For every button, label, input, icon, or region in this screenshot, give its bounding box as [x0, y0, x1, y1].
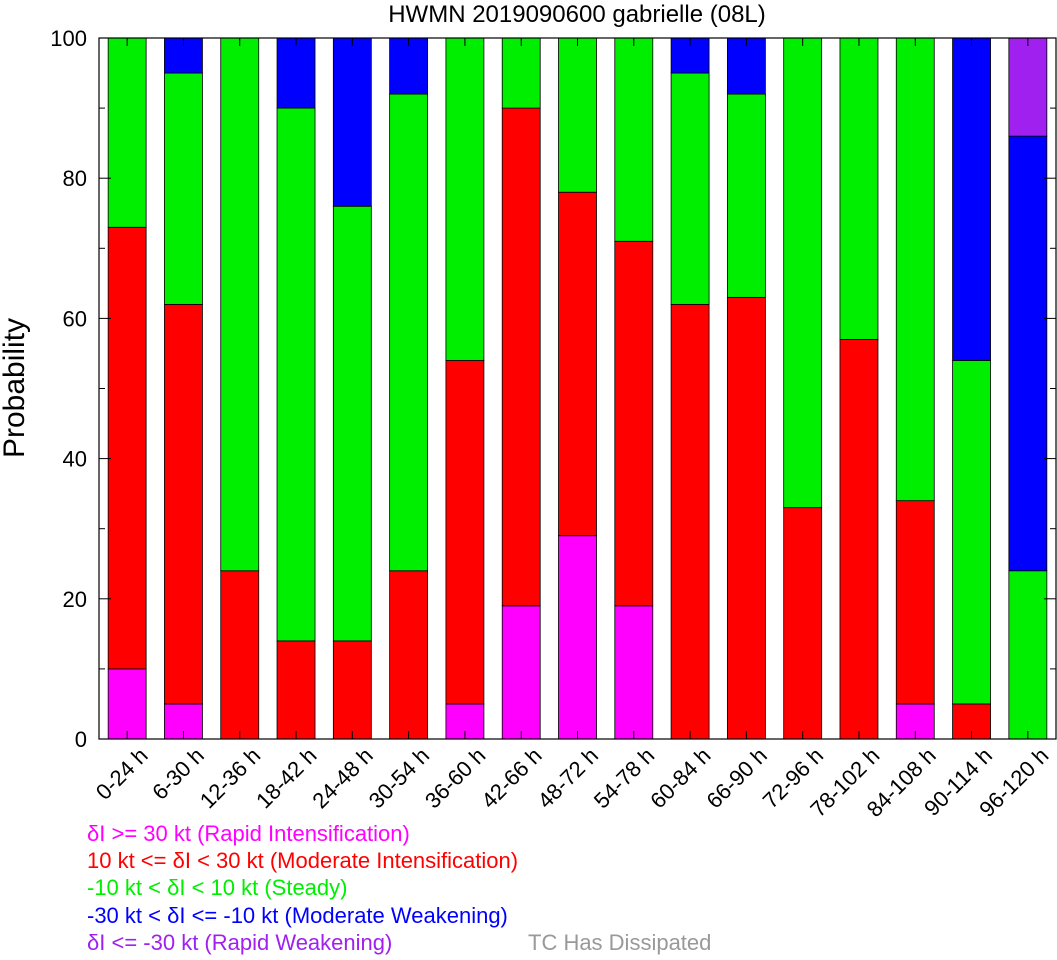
- x-tick-label: 60-84 h: [645, 743, 715, 813]
- bar-segment: [332, 640, 372, 740]
- bar-segment: [220, 570, 260, 740]
- bar-segment: [952, 37, 991, 361]
- chart-title: HWMN 2019090600 gabrielle (08L): [388, 1, 766, 28]
- bar-segment: [670, 37, 710, 74]
- bar-segment: [107, 226, 147, 670]
- legend-item-rapid-weakening: δI <= -30 kt (Rapid Weakening): [87, 930, 393, 955]
- bar-segment: [389, 93, 429, 572]
- bar-segment: [839, 339, 879, 740]
- bar-segment: [614, 605, 654, 740]
- bar-segment: [614, 240, 654, 607]
- bars-group: [107, 37, 1048, 740]
- bar-segment: [164, 72, 203, 305]
- y-tick-label: 60: [63, 306, 87, 331]
- bar-segment: [614, 37, 654, 242]
- y-tick-label: 100: [50, 26, 87, 51]
- bar-segment: [839, 37, 879, 340]
- bar-segment: [276, 107, 316, 642]
- bar-segment: [389, 570, 429, 740]
- x-tick-label: 42-66 h: [476, 743, 546, 813]
- x-tick-label: 30-54 h: [364, 743, 434, 813]
- bar-segment: [501, 37, 541, 109]
- bar-segment: [726, 93, 766, 298]
- legend-item-steady: -10 kt < δI < 10 kt (Steady): [87, 875, 348, 900]
- bar-segment: [220, 37, 260, 572]
- bar-segment: [1008, 135, 1048, 572]
- bar-segment: [558, 535, 597, 740]
- bar-segment: [389, 37, 429, 95]
- bar-segment: [501, 605, 541, 740]
- x-tick-label: 12-36 h: [195, 743, 265, 813]
- bar-segment: [1008, 570, 1048, 740]
- bar-segment: [783, 37, 823, 509]
- bar-segment: [895, 500, 935, 705]
- x-tick-label: 24-48 h: [307, 743, 377, 813]
- bar-segment: [445, 37, 485, 361]
- bar-segment: [107, 668, 147, 740]
- y-axis-label: Probability: [0, 318, 31, 458]
- x-tick-label: 48-72 h: [533, 743, 603, 813]
- bar-segment: [670, 72, 710, 305]
- x-tick-label: 18-42 h: [251, 743, 321, 813]
- bar-segment: [952, 360, 991, 705]
- x-tick-label: 0-24 h: [91, 743, 153, 805]
- bar-segment: [501, 107, 541, 607]
- legend-item-moderate-intensification: 10 kt <= δI < 30 kt (Moderate Intensific…: [87, 848, 519, 873]
- bar-segment: [1008, 37, 1048, 137]
- bar-segment: [783, 507, 823, 740]
- y-tick-label: 40: [63, 447, 87, 472]
- bar-segment: [726, 296, 766, 740]
- x-tick-label: 36-60 h: [420, 743, 490, 813]
- dissipated-label: TC Has Dissipated: [528, 930, 712, 955]
- bar-segment: [558, 37, 597, 193]
- x-tick-label: 54-78 h: [589, 743, 659, 813]
- y-tick-label: 0: [75, 727, 87, 752]
- legend-item-rapid-intensification: δI >= 30 kt (Rapid Intensification): [87, 821, 410, 846]
- bar-segment: [558, 191, 597, 537]
- bar-segment: [332, 37, 372, 207]
- bar-segment: [164, 303, 203, 705]
- x-tick-label: 66-90 h: [701, 743, 771, 813]
- y-tick-label: 80: [63, 166, 87, 191]
- bar-segment: [107, 37, 147, 228]
- bar-segment: [726, 37, 766, 95]
- bar-segment: [670, 303, 710, 740]
- bar-segment: [332, 205, 372, 642]
- legend-item-moderate-weakening: -30 kt < δI <= -10 kt (Moderate Weakenin…: [87, 903, 508, 928]
- bar-segment: [276, 37, 316, 109]
- bar-segment: [276, 640, 316, 740]
- bar-segment: [895, 37, 935, 502]
- bar-segment: [445, 360, 485, 705]
- plot-frame: [98, 37, 1057, 740]
- y-tick-label: 20: [63, 587, 87, 612]
